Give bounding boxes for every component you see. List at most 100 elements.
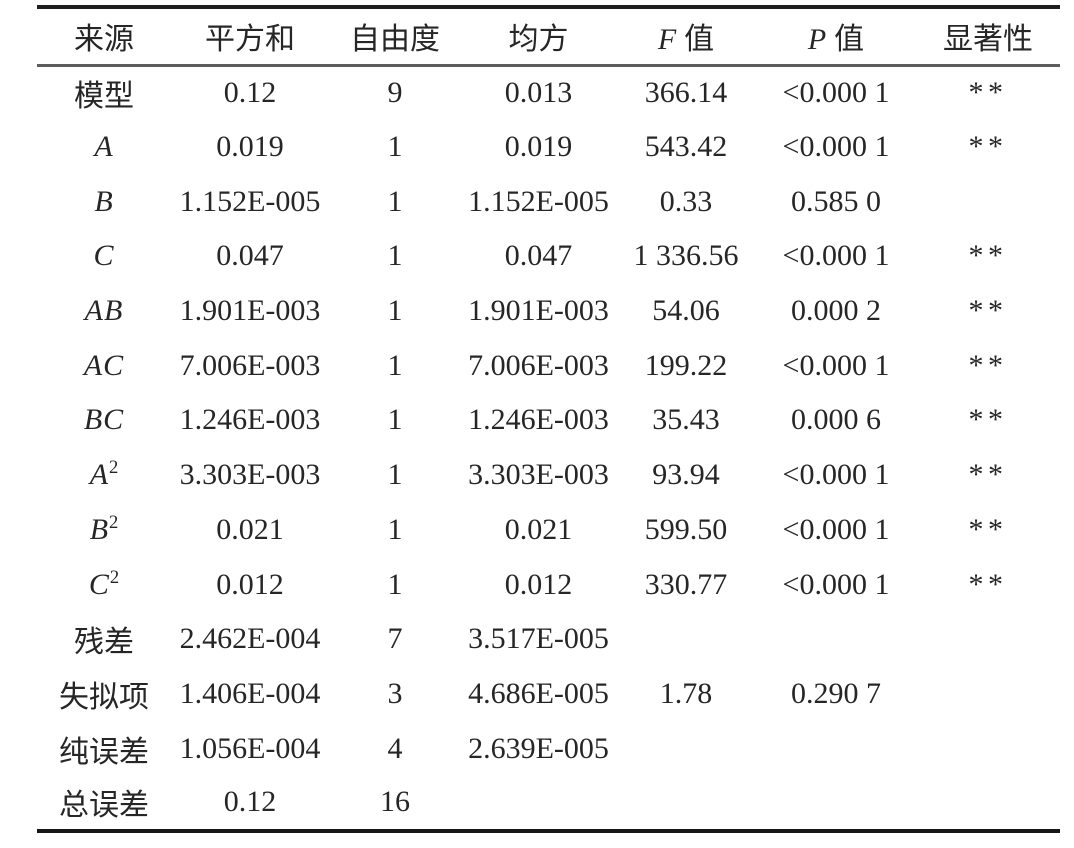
cell-degrees-of-freedom: 1 [387,403,403,437]
cell-mean-square: 0.013 [504,76,573,110]
cell-degrees-of-freedom: 1 [387,567,403,601]
cell-degrees-of-freedom: 1 [387,130,403,164]
cell-f-value: 1.78 [659,676,713,710]
cell-p-value: <0.000 1 [782,512,890,546]
cell-f-value: 543.42 [644,130,728,164]
table-row: AC 7.006E-003 1 7.006E-003 199.22 <0.000… [37,338,1060,393]
cell-f-value: 330.77 [644,567,728,601]
source-label: BC [83,403,125,437]
cell-f-value: 54.06 [652,294,720,328]
cell-source: 纯误差 [37,721,171,776]
cell-degrees-of-freedom: 1 [387,184,403,218]
cell-degrees-of-freedom: 7 [387,622,403,656]
cell-f-value: 199.22 [644,348,728,382]
cell-source: 残差 [37,612,171,667]
cell-significance [916,667,1060,722]
cell-mean-square: 4.686E-005 [468,676,609,710]
table-row: 失拟项 1.406E-004 3 4.686E-005 1.78 0.290 7 [37,667,1060,722]
cell-sum-of-squares: 1.056E-004 [179,731,321,765]
cell-mean-square: 3.303E-003 [468,458,609,492]
table-row: 纯误差 1.056E-004 4 2.639E-005 [37,721,1060,776]
source-label: C [88,567,110,601]
column-header-mean-square: 均方 [461,7,616,67]
cell-mean-square: 3.517E-005 [468,622,609,656]
source-superscript: 2 [109,457,119,479]
cell-f-value: 0.33 [659,184,713,218]
cell-source: 模型 [37,65,171,120]
source-label: 残差 [74,626,134,660]
cell-source: 失拟项 [37,667,171,722]
cell-significance: ** [968,403,1008,437]
cell-source: C [37,229,171,284]
table-row: C 0.047 1 0.047 1 336.56 <0.000 1 ** [37,229,1060,284]
cell-mean-square: 1.901E-003 [468,294,609,328]
cell-mean-square: 2.639E-005 [468,731,609,765]
cell-source: AC [37,338,171,393]
header-symbol: P [807,23,827,57]
column-header-significance: 显著性 [916,7,1060,67]
cell-source: 总误差 [37,776,171,831]
table-row: B2 0.021 1 0.021 599.50 <0.000 1 ** [37,503,1060,558]
source-label: A [94,130,114,164]
table-row: B 1.152E-005 1 1.152E-005 0.33 0.585 0 [37,174,1060,229]
cell-degrees-of-freedom: 3 [387,676,403,710]
cell-p-value: 0.290 7 [791,676,881,710]
cell-p-value: 0.585 0 [791,184,881,218]
table-row: BC 1.246E-003 1 1.246E-003 35.43 0.000 6… [37,393,1060,448]
cell-p-value: 0.000 2 [791,294,881,328]
cell-sum-of-squares: 1.152E-005 [179,184,321,218]
cell-significance: ** [968,348,1008,382]
cell-degrees-of-freedom: 4 [387,731,403,765]
cell-p-value: <0.000 1 [782,76,890,110]
column-header-label: 值 [834,23,865,57]
cell-mean-square [461,776,616,831]
column-header-degrees-of-freedom: 自由度 [329,7,461,67]
cell-f-value: 1 336.56 [633,239,739,273]
cell-f-value: 93.94 [652,458,720,492]
table-row: A2 3.303E-003 1 3.303E-003 93.94 <0.000 … [37,448,1060,503]
cell-degrees-of-freedom: 1 [387,348,403,382]
table-row: A 0.019 1 0.019 543.42 <0.000 1 ** [37,120,1060,175]
column-header-label: 显著性 [943,23,1033,57]
cell-p-value: <0.000 1 [782,239,890,273]
source-superscript: 2 [109,566,120,588]
cell-sum-of-squares: 0.047 [216,239,284,273]
cell-source: B [37,174,171,229]
cell-f-value: 366.14 [644,76,728,110]
source-label: C [93,239,115,273]
cell-p-value [756,721,916,776]
cell-mean-square: 1.152E-005 [468,184,609,218]
cell-f-value [616,721,756,776]
table-row: AB 1.901E-003 1 1.901E-003 54.06 0.000 2… [37,284,1060,339]
cell-sum-of-squares: 0.012 [216,567,284,601]
source-label: 模型 [74,80,134,114]
cell-p-value: <0.000 1 [782,348,890,382]
source-label: B [89,512,110,546]
cell-significance: ** [968,567,1008,601]
cell-source: BC [37,393,171,448]
cell-degrees-of-freedom: 1 [387,294,403,328]
cell-significance [916,776,1060,831]
cell-sum-of-squares: 3.303E-003 [179,458,321,492]
cell-p-value: <0.000 1 [782,458,890,492]
cell-degrees-of-freedom: 1 [387,458,403,492]
cell-sum-of-squares: 0.12 [223,785,277,819]
cell-p-value: 0.000 6 [791,403,881,437]
table-row: C2 0.012 1 0.012 330.77 <0.000 1 ** [37,557,1060,612]
cell-significance: ** [968,458,1008,492]
cell-source: A2 [37,448,171,503]
cell-sum-of-squares: 1.406E-004 [179,676,321,710]
cell-sum-of-squares: 0.12 [223,76,277,110]
column-header-label: 值 [684,23,715,57]
column-header-label: 平方和 [205,23,295,57]
cell-sum-of-squares: 0.021 [216,512,284,546]
table-body: 模型 0.12 9 0.013 366.14 <0.000 1 ** A 0.0… [37,65,1060,831]
cell-sum-of-squares: 1.901E-003 [179,294,321,328]
source-label: A [89,458,110,492]
column-header-label: 自由度 [350,23,440,57]
cell-degrees-of-freedom: 16 [380,785,410,819]
cell-mean-square: 0.047 [504,239,573,273]
